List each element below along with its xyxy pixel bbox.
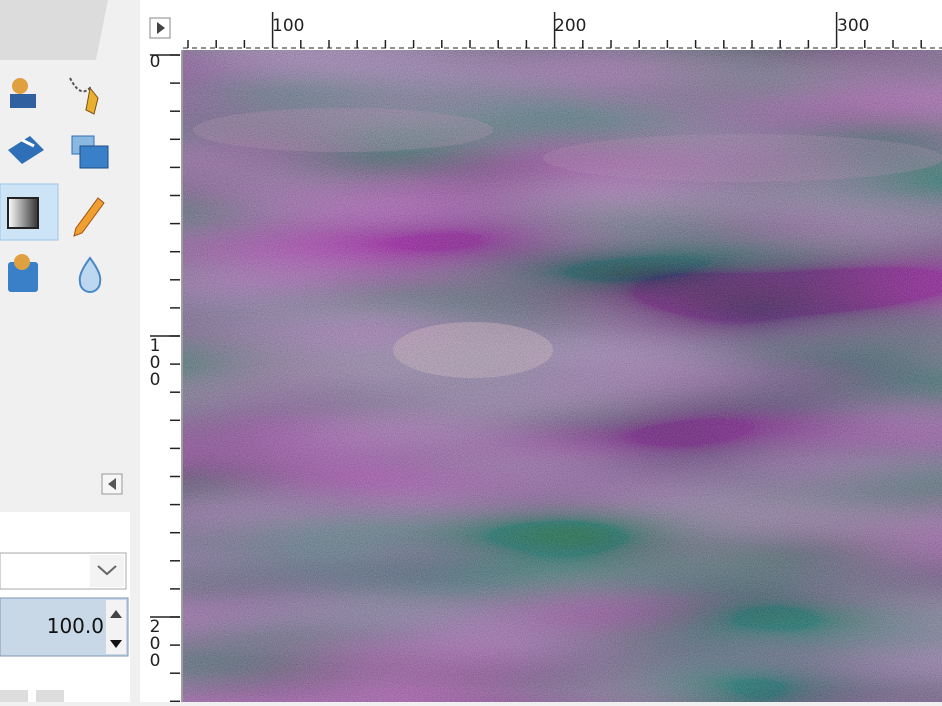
tool-blur[interactable] — [78, 256, 102, 293]
tool-paths[interactable] — [69, 77, 99, 115]
left-ruler-label: 100 — [145, 336, 165, 387]
tool-pencil[interactable] — [73, 197, 105, 237]
toolbox-graphics — [0, 0, 130, 702]
tool-scale[interactable] — [71, 135, 109, 169]
top-ruler-label: 200 — [554, 16, 587, 36]
tab — [0, 0, 108, 60]
left-ruler — [140, 50, 182, 702]
tool-transform[interactable] — [8, 136, 44, 164]
image-canvas — [183, 50, 942, 702]
left-ruler-label: 0 — [145, 52, 165, 69]
toolbox: 100.0 — [0, 0, 130, 702]
gradient-icon — [7, 197, 39, 229]
tool-clone[interactable] — [10, 78, 36, 108]
opacity-value[interactable]: 100.0 — [46, 614, 104, 638]
left-ruler-label: 200 — [145, 617, 165, 668]
top-ruler-label: 100 — [272, 16, 305, 36]
top-ruler-label: 300 — [837, 16, 870, 36]
tool-heal[interactable] — [8, 254, 38, 292]
